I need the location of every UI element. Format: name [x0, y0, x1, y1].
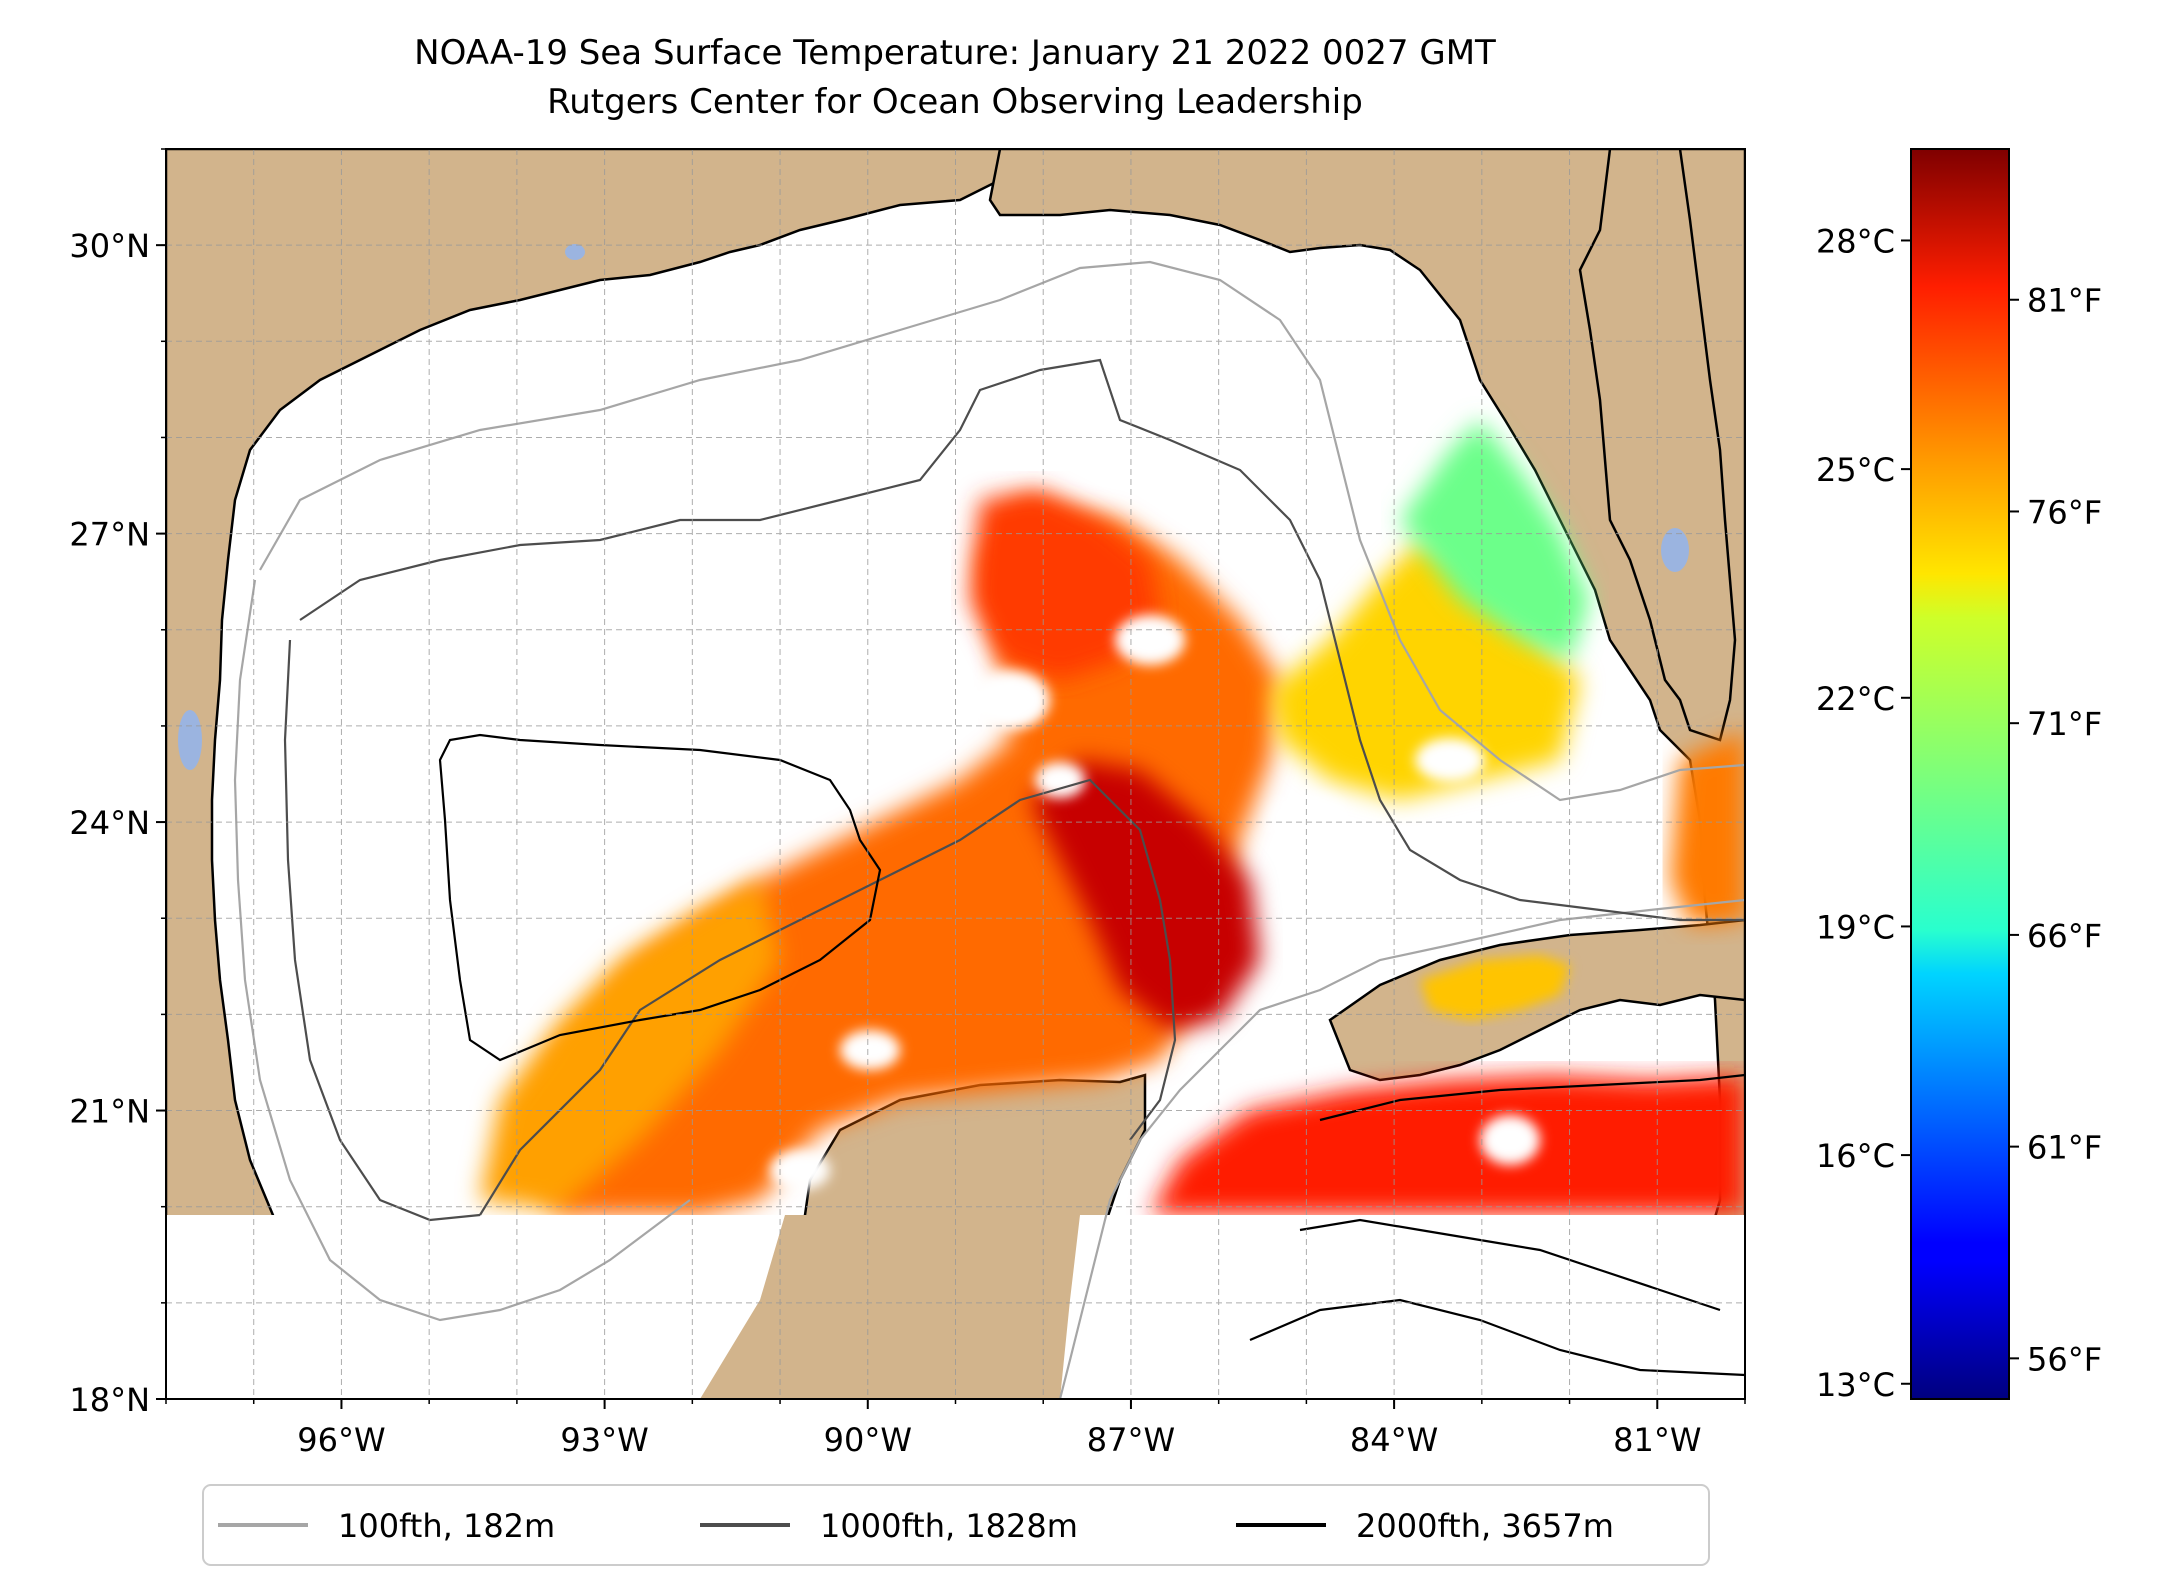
- lon-tick-label: 81°W: [1613, 1421, 1701, 1459]
- land-yucatan-south: [700, 1215, 1080, 1399]
- fahrenheit-tick-label: 61°F: [2027, 1129, 2102, 1167]
- legend-label-1000fth: 1000fth, 1828m: [820, 1507, 1078, 1545]
- fahrenheit-tick-label: 71°F: [2027, 705, 2102, 743]
- contour-2000fth: [438, 733, 1745, 1377]
- sst-atlantic-orange: [1670, 730, 1745, 925]
- lon-tick-label: 87°W: [1087, 1421, 1175, 1459]
- colorbar: 28°C 25°C 22°C 19°C 16°C 13°C 81°F 76°F 71°F 66°…: [1816, 148, 2102, 1404]
- legend-label-100fth: 100fth, 182m: [338, 1507, 555, 1545]
- celsius-tick-label: 19°C: [1816, 908, 1895, 946]
- lat-tick-label: 30°N: [69, 227, 150, 265]
- lat-tick-label: 18°N: [69, 1381, 150, 1419]
- celsius-tick-label: 13°C: [1816, 1366, 1895, 1404]
- lon-tick-label: 93°W: [560, 1421, 648, 1459]
- lake: [565, 244, 585, 260]
- map-panel: [166, 149, 1745, 1399]
- longitude-labels: 96°W 93°W 90°W 87°W 84°W 81°W: [165, 1399, 1746, 1459]
- lon-tick-label: 90°W: [824, 1421, 912, 1459]
- fahrenheit-tick-label: 76°F: [2027, 493, 2102, 531]
- sst-north-red: [970, 490, 1160, 680]
- lake: [1661, 528, 1689, 572]
- legend-box: [202, 1484, 1710, 1566]
- gridlines: [166, 149, 1745, 1399]
- celsius-tick-label: 28°C: [1816, 222, 1895, 260]
- title-line-1: NOAA-19 Sea Surface Temperature: January…: [414, 33, 1496, 73]
- lake: [178, 710, 202, 770]
- lat-tick-label: 27°N: [69, 516, 150, 554]
- lon-tick-label: 96°W: [297, 1421, 385, 1459]
- lat-tick-label: 21°N: [69, 1093, 150, 1131]
- colorbar-fahrenheit-ticks: 81°F 76°F 71°F 66°F 61°F 56°F: [2009, 282, 2102, 1378]
- sst-hot-core: [1030, 760, 1260, 1030]
- sst-cuba-yellow: [1420, 955, 1570, 1020]
- celsius-tick-label: 25°C: [1816, 451, 1895, 489]
- fahrenheit-tick-label: 81°F: [2027, 282, 2102, 320]
- bathymetry-contours: [233, 260, 1745, 1399]
- fahrenheit-tick-label: 56°F: [2027, 1340, 2102, 1378]
- lon-tick-label: 84°W: [1350, 1421, 1438, 1459]
- sst-data: [166, 420, 1745, 1399]
- title-line-2: Rutgers Center for Ocean Observing Leade…: [547, 82, 1363, 122]
- sst-west-orange: [480, 880, 780, 1210]
- latitude-labels: 30°N 27°N 24°N 21°N 18°N: [69, 148, 166, 1419]
- contour-100fth: [233, 260, 1745, 1399]
- sst-green-florida: [1400, 420, 1590, 660]
- celsius-tick-label: 22°C: [1816, 680, 1895, 718]
- legend: 100fth, 182m 1000fth, 1828m 2000fth, 365…: [202, 1484, 1710, 1566]
- lat-tick-label: 24°N: [69, 804, 150, 842]
- celsius-tick-label: 16°C: [1816, 1137, 1895, 1175]
- colorbar-gradient: [1910, 148, 2010, 1400]
- cloud-gaps: [770, 615, 1540, 1190]
- legend-label-2000fth: 2000fth, 3657m: [1356, 1507, 1614, 1545]
- sst-caribbean-red: [1150, 1075, 1745, 1215]
- fahrenheit-tick-label: 66°F: [2027, 917, 2102, 955]
- colorbar-celsius-ticks: 28°C 25°C 22°C 19°C 16°C 13°C: [1816, 222, 1911, 1404]
